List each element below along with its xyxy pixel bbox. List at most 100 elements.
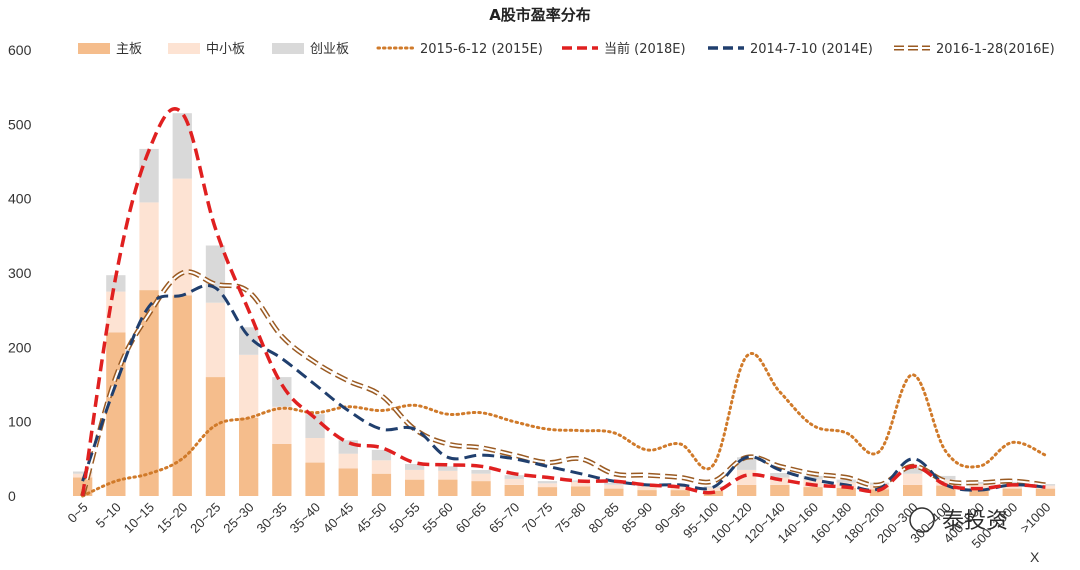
bar-main-board <box>371 473 392 496</box>
bar-chinext <box>936 475 956 480</box>
bar-main-board <box>471 481 491 496</box>
x-tick-label: 60~65 <box>453 500 489 536</box>
legend-swatch <box>272 43 304 54</box>
legend-label: 2016-1-28(2016E) <box>936 42 1055 57</box>
bar-main-board <box>969 488 989 496</box>
bar-chinext <box>338 440 358 454</box>
bar-chinext <box>438 466 458 471</box>
bar-main-board <box>239 417 259 496</box>
legend-label: 创业板 <box>310 42 349 57</box>
bar-sme-board <box>106 291 126 333</box>
x-tick-label: 5~10 <box>93 500 124 531</box>
bar-chinext <box>903 466 923 474</box>
bar-sme-board <box>305 438 325 463</box>
bar-sme-board <box>1035 485 1056 489</box>
bar-chinext <box>371 449 392 461</box>
x-tick-label: 15~20 <box>154 500 190 536</box>
line-2016-inner <box>81 270 1046 497</box>
x-tick-label: 35~40 <box>287 500 323 536</box>
bar-sme-board <box>272 406 292 444</box>
bar-sme-board <box>969 484 989 489</box>
bar-chinext <box>139 148 159 203</box>
x-tick-label: 50~55 <box>386 500 422 536</box>
bar-sme-board <box>936 479 956 486</box>
bar-sme-board <box>670 487 690 491</box>
y-tick-label: 600 <box>8 42 32 58</box>
x-tick-label: 75~80 <box>552 500 588 536</box>
x-tick-label: 80~85 <box>585 500 621 536</box>
bars-group <box>73 113 1056 496</box>
watermark-text: 泰投资 <box>942 509 1008 534</box>
legend: 主板 中小板 创业板 2015-6-12 (2015E) 当前 (2018E) 2014-… <box>78 41 1055 57</box>
bar-main-board <box>903 484 923 496</box>
bar-main-board <box>637 490 657 496</box>
bar-main-board <box>770 484 790 496</box>
bar-main-board <box>869 489 890 496</box>
bar-main-board <box>338 468 358 496</box>
bar-main-board <box>504 484 524 496</box>
bar-main-board <box>604 488 624 496</box>
line-2014 <box>81 283 1046 492</box>
x-tick-label: 10~15 <box>121 500 157 536</box>
bar-chinext <box>504 475 524 479</box>
bar-chinext <box>537 481 558 484</box>
legend-label: 主板 <box>116 42 142 57</box>
x-tick-label: 45~50 <box>353 500 389 536</box>
bar-sme-board <box>139 202 159 291</box>
bar-main-board <box>537 487 558 496</box>
bar-sme-board <box>471 473 491 482</box>
bar-sme-board <box>637 486 657 490</box>
bar-sme-board <box>737 470 757 485</box>
x-tick-label: 40~45 <box>320 500 356 536</box>
bar-main-board <box>305 462 325 496</box>
bar-sme-board <box>338 453 358 469</box>
x-tick-label: 70~75 <box>519 500 555 536</box>
bar-chinext <box>106 275 126 292</box>
x-tick-label: 85~90 <box>619 500 655 536</box>
bar-chinext <box>604 482 624 485</box>
line-2015 <box>81 352 1047 498</box>
y-tick-label: 0 <box>8 488 16 504</box>
legend-swatch <box>168 43 200 54</box>
bar-sme-board <box>172 178 192 296</box>
bar-sme-board <box>903 473 923 485</box>
y-tick-label: 500 <box>8 116 32 132</box>
bar-chinext <box>272 377 292 407</box>
bar-sme-board <box>604 484 624 489</box>
bar-chinext <box>770 473 790 478</box>
x-tick-label: 20~25 <box>187 500 223 536</box>
bar-chinext <box>172 113 192 179</box>
bar-sme-board <box>371 460 392 474</box>
bar-main-board <box>438 479 458 496</box>
bar-sme-board <box>73 473 93 478</box>
bar-chinext <box>405 464 425 470</box>
bar-main-board <box>836 487 856 496</box>
line-2016 <box>80 269 1046 497</box>
x-tick-label: 30~35 <box>253 500 289 536</box>
legend-label: 2015-6-12 (2015E) <box>420 42 543 57</box>
bar-sme-board <box>405 470 425 480</box>
line-2018 <box>80 107 1046 497</box>
x-axis: 0~5 5~1010~1515~2020~2525~3030~3535~4040~… <box>65 500 1054 552</box>
bar-sme-board <box>438 470 458 480</box>
bar-main-board <box>803 487 823 496</box>
x-tick-label: 55~60 <box>419 500 455 536</box>
bar-chinext <box>471 470 491 474</box>
watermark: 泰投资 <box>909 507 1008 534</box>
bar-main-board <box>405 479 425 496</box>
bar-sme-board <box>703 487 724 491</box>
bar-chinext <box>836 479 856 483</box>
bar-main-board <box>737 484 757 496</box>
lines-group <box>80 107 1047 498</box>
bar-chinext <box>205 245 226 303</box>
bar-chinext <box>803 475 823 480</box>
bar-sme-board <box>571 481 591 487</box>
bar-main-board <box>1035 488 1056 496</box>
x-tick-label: 25~30 <box>220 500 256 536</box>
bar-chinext <box>305 414 325 438</box>
y-tick-label: 300 <box>8 265 32 281</box>
bar-sme-board <box>239 354 259 418</box>
legend-label: 当前 (2018E) <box>604 41 686 57</box>
